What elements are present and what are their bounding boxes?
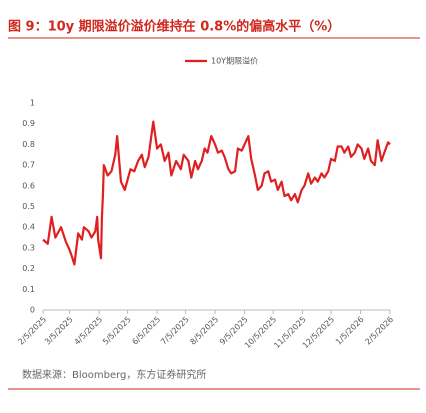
y-tick-label: 0.4: [22, 223, 35, 232]
x-tick-label: 2/5/2026: [363, 315, 395, 347]
y-tick-label: 0: [30, 306, 35, 315]
y-tick-label: 0.3: [22, 243, 35, 252]
data-line: [42, 120, 391, 266]
y-tick-label: 0.9: [22, 119, 35, 128]
x-tick-label: 8/5/2025: [188, 315, 220, 347]
chart-title: 图 9：10y 期限溢价溢价维持在 0.8%的偏高水平（%）: [8, 19, 340, 35]
y-tick-label: 0.5: [22, 202, 35, 211]
x-tick-label: 7/5/2025: [159, 315, 191, 347]
y-tick-label: 0.1: [22, 285, 35, 294]
x-tick-label: 5/5/2025: [101, 315, 133, 347]
y-tick-label: 0.7: [22, 161, 35, 170]
y-tick-label: 0.8: [22, 140, 35, 149]
legend-label: 10Y期限溢价: [211, 56, 258, 66]
x-tick-label: 6/5/2025: [130, 315, 162, 347]
x-tick-label: 1/5/2026: [334, 315, 366, 347]
y-tick-label: 0.6: [22, 181, 35, 190]
y-tick-label: 1: [30, 99, 35, 108]
source-note: 数据来源：Bloomberg，东方证券研究所: [22, 368, 206, 381]
x-tick-label: 4/5/2025: [72, 315, 104, 347]
y-tick-label: 0.2: [22, 264, 35, 273]
x-tick-label: 3/5/2025: [43, 315, 75, 347]
